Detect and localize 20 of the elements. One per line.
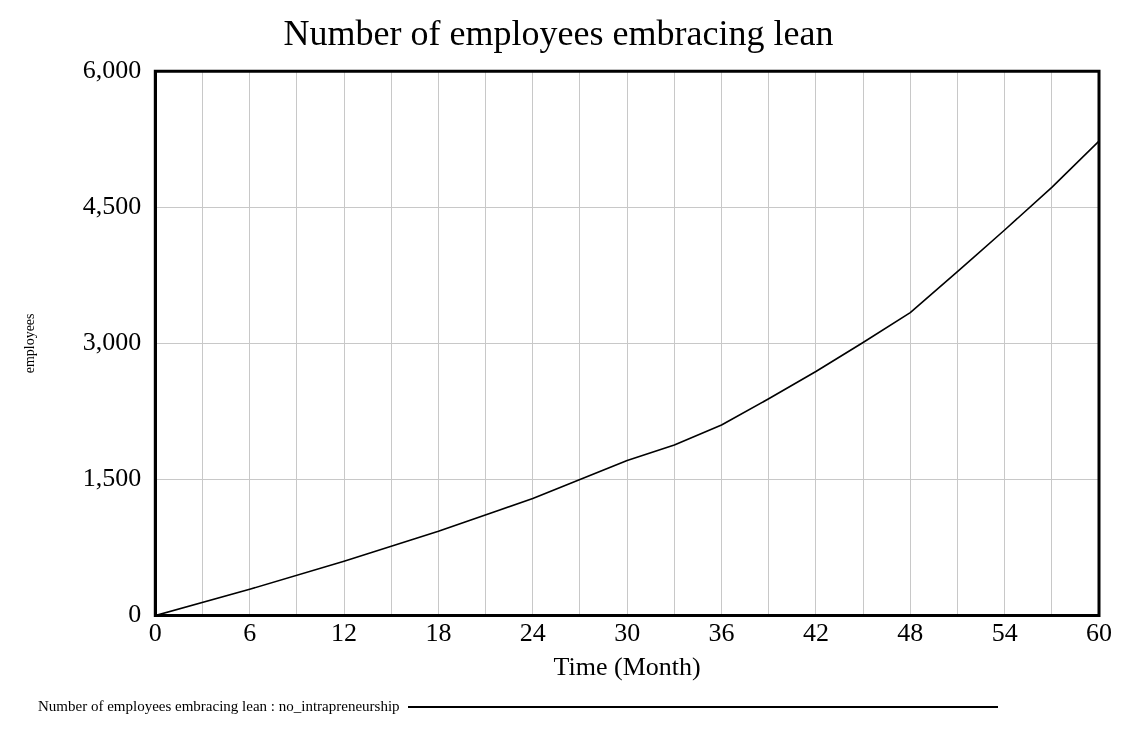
x-tick-label: 42 bbox=[802, 618, 829, 648]
chart-title: Number of employees embracing lean bbox=[283, 13, 834, 54]
x-tick-label: 24 bbox=[519, 618, 546, 648]
y-tick-label: 4,500 bbox=[82, 191, 142, 221]
x-tick-label: 0 bbox=[148, 618, 162, 648]
x-axis-title: Time (Month) bbox=[553, 652, 701, 682]
y-tick-label: 1,500 bbox=[82, 463, 142, 493]
text: Number of employees embracing lean : no_intrapreneurship bbox=[38, 698, 400, 715]
y-axis-title: employees bbox=[22, 313, 38, 374]
x-tick-label: 18 bbox=[425, 618, 452, 648]
y-tick-label: 3,000 bbox=[82, 327, 142, 357]
x-tick-label: 36 bbox=[708, 618, 735, 648]
y-tick-label: 6,000 bbox=[82, 55, 142, 85]
x-tick-label: 54 bbox=[991, 618, 1018, 648]
y-tick-label: 0 bbox=[128, 599, 142, 629]
x-tick-label: 6 bbox=[243, 618, 257, 648]
x-tick-label: 30 bbox=[614, 618, 641, 648]
x-tick-label: 12 bbox=[331, 618, 358, 648]
x-tick-label: 60 bbox=[1086, 618, 1112, 648]
x-tick-label: 48 bbox=[897, 618, 924, 648]
